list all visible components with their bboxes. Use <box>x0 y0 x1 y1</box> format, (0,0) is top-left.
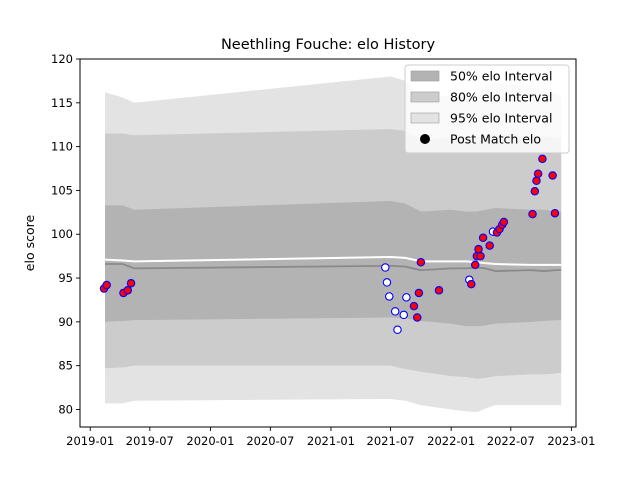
post-match-point <box>533 169 543 179</box>
post-match-point <box>530 187 540 196</box>
legend-swatch <box>410 112 440 124</box>
mean-line <box>104 256 562 266</box>
post-match-point <box>402 293 411 302</box>
post-match-point <box>381 263 390 272</box>
post-match-point <box>434 286 444 295</box>
y-tick-label: 105 <box>51 183 73 197</box>
post-match-point <box>409 301 419 311</box>
y-tick-label: 115 <box>51 96 73 110</box>
x-tick-label: 2019-01 <box>66 434 114 448</box>
legend-swatch <box>410 70 440 82</box>
y-tick-label: 80 <box>58 402 73 416</box>
post-match-point <box>102 280 111 290</box>
legend-label: 95% elo Interval <box>450 111 552 126</box>
post-match-point <box>538 154 547 164</box>
post-match-point <box>414 288 424 298</box>
post-match-point <box>532 176 541 186</box>
post-match-point <box>474 244 483 254</box>
plot-frame <box>79 58 577 428</box>
post-match-point <box>550 208 560 218</box>
chart-title: Neethling Fouche: elo History <box>221 37 436 53</box>
post-match-point <box>385 292 394 301</box>
x-tick-label: 2022-07 <box>487 434 535 448</box>
trend-lines <box>104 256 562 272</box>
post-match-point <box>548 171 557 180</box>
post-match-point <box>399 310 408 320</box>
legend-swatch <box>410 91 440 103</box>
legend-marker <box>420 134 430 144</box>
y-axis-label: elo score <box>22 215 37 272</box>
post-match-points <box>99 154 560 334</box>
post-match-point <box>123 286 133 295</box>
x-tick-label: 2022-01 <box>427 434 475 448</box>
post-match-point <box>467 279 476 289</box>
y-tick-label: 90 <box>58 315 73 329</box>
y-tick-label: 95 <box>58 271 73 285</box>
x-tick-label: 2020-07 <box>246 434 294 448</box>
y-tick-label: 120 <box>51 52 73 66</box>
post-match-point <box>126 279 136 288</box>
band-50-interval <box>105 200 562 327</box>
post-match-point <box>478 233 488 242</box>
x-tick-label: 2020-01 <box>186 434 234 448</box>
x-tick-label: 2019-07 <box>126 434 174 448</box>
x-tick-label: 2023-01 <box>547 434 595 448</box>
x-axis-ticks: 2019-01 2019-07 2020-01 2020-07 2021-01 2021-… <box>66 427 595 448</box>
y-tick-label: 110 <box>51 140 73 154</box>
interval-bands <box>105 76 562 413</box>
post-match-point <box>476 251 485 261</box>
legend-box <box>404 64 570 154</box>
y-tick-label: 100 <box>51 227 73 241</box>
legend-label: Post Match elo <box>450 132 541 147</box>
post-match-point <box>470 260 480 270</box>
x-tick-label: 2021-07 <box>367 434 415 448</box>
legend-label: 80% elo Interval <box>450 90 552 105</box>
post-match-point <box>393 325 402 334</box>
median-line <box>105 263 562 272</box>
post-match-point <box>416 258 426 267</box>
post-match-point <box>412 313 422 322</box>
post-match-point <box>528 209 537 219</box>
x-tick-label: 2021-01 <box>307 434 355 448</box>
y-tick-label: 85 <box>58 359 73 373</box>
post-match-point <box>382 278 392 287</box>
y-axis-ticks: 80 85 90 95 100 105 110 115 120 <box>51 52 80 416</box>
post-match-point <box>499 217 509 227</box>
legend: 50% elo Interval 80% elo Interval 95% elo … <box>404 64 570 154</box>
post-match-point <box>390 307 400 316</box>
post-match-point <box>485 241 494 250</box>
legend-label: 50% elo Interval <box>450 69 552 84</box>
